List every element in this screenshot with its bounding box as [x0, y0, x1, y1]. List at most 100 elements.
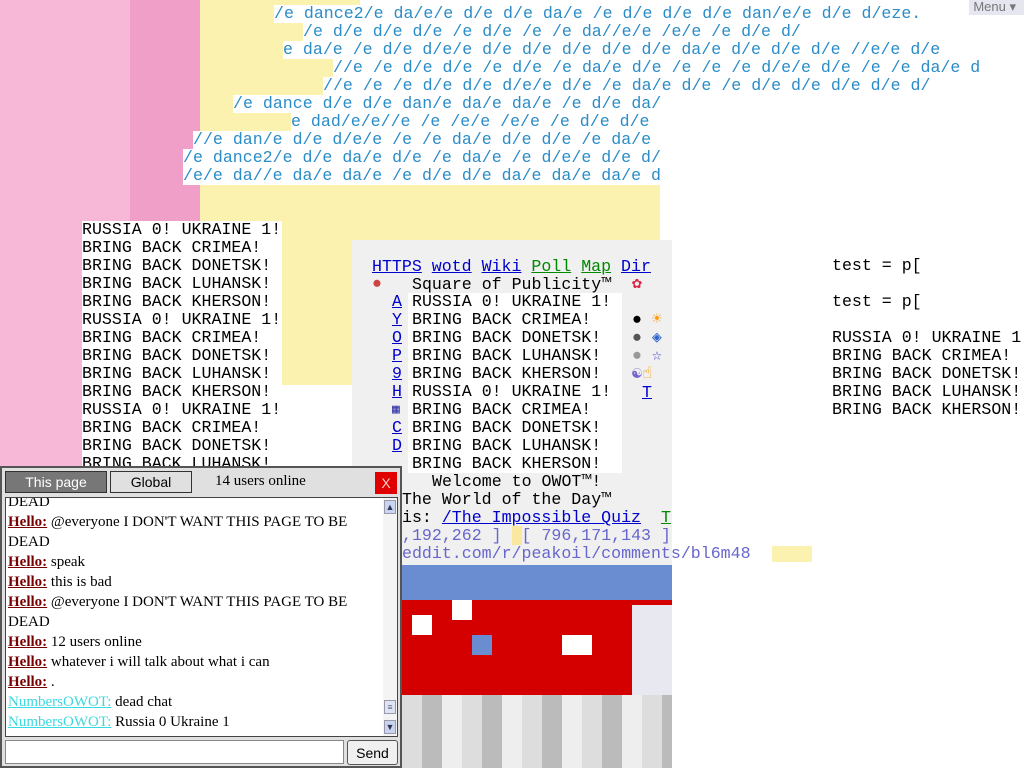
- pixelated-image: [402, 565, 672, 768]
- wotd-t-link[interactable]: T: [660, 508, 671, 527]
- chat-username[interactable]: Hello:: [8, 654, 48, 670]
- ornament-icon[interactable]: ✿: [632, 274, 642, 293]
- square-box: [408, 293, 622, 473]
- square-letter-link[interactable]: C: [392, 418, 402, 437]
- text-line: /e dance2/e d/e da/e d/e /e da/e /e d/e/…: [183, 148, 661, 167]
- text-line: BRING BACK LUHANSK!: [82, 274, 272, 293]
- chat-username[interactable]: Hello:: [8, 594, 48, 610]
- square-letter-link[interactable]: D: [392, 436, 402, 455]
- chat-text: .: [50, 674, 55, 690]
- text-line: //e /e /e d/e d/e d/e/e d/e /e da/e d/e …: [323, 76, 931, 95]
- nav-link-poll[interactable]: Poll: [531, 257, 572, 276]
- text-line: BRING BACK LUHANSK!: [82, 364, 272, 383]
- square-line: BRING BACK KHERSON!: [412, 364, 602, 383]
- wotd-prefix: is:: [402, 508, 442, 527]
- text-line: e da/e /e d/e d/e/e d/e d/e d/e d/e d/e …: [283, 40, 941, 59]
- text-line: BRING BACK CRIMEA!: [82, 418, 262, 437]
- nav-link-map[interactable]: Map: [581, 257, 612, 276]
- chat-username[interactable]: Hello:: [8, 554, 48, 570]
- close-button[interactable]: X: [375, 472, 397, 494]
- chat-text: DEAD: [8, 497, 50, 510]
- text-line: /e dance2/e da/e/e d/e d/e da/e /e d/e d…: [274, 4, 922, 23]
- chat-scrollbar[interactable]: ▲ ≡ ▼: [383, 498, 397, 736]
- nav-link-https[interactable]: HTTPS: [372, 257, 422, 276]
- square-letter-link[interactable]: H: [392, 382, 402, 401]
- yin-yang-icon[interactable]: ☯☝: [632, 364, 652, 383]
- text-line: //e /e d/e d/e /e d/e /e da/e d/e /e /e …: [333, 58, 981, 77]
- scroll-down-icon[interactable]: ▼: [384, 720, 396, 734]
- reddit-link[interactable]: eddit.com/r/peakoil/comments/bl6m48: [402, 544, 751, 563]
- calendar-icon[interactable]: ▦: [392, 402, 400, 417]
- square-line: RUSSIA 0! UKRAINE 1!: [412, 382, 612, 401]
- text-line: /e dance d/e d/e dan/e da/e da/e /e d/e …: [233, 94, 662, 113]
- chat-message: NumbersOWOT: dead chat: [8, 692, 378, 712]
- chat-text: speak: [50, 554, 86, 570]
- scroll-thumb[interactable]: ≡: [384, 700, 396, 714]
- tab-this-page[interactable]: This page: [5, 471, 107, 493]
- square-letter-link[interactable]: A: [392, 292, 402, 311]
- background-art-yellow2: [360, 185, 660, 240]
- chat-username[interactable]: Hello:: [8, 514, 48, 530]
- wotd-link[interactable]: /The_Impossible_Quiz: [441, 508, 642, 527]
- chat-message: Hello: this is bad: [8, 572, 378, 592]
- chat-message: Hello: 12 users online: [8, 632, 378, 652]
- chat-messages[interactable]: DEAD Hello: @everyone I DON'T WANT THIS P…: [5, 497, 398, 737]
- text-line: /e d/e d/e d/e /e d/e /e /e da//e/e /e/e…: [303, 22, 801, 41]
- side-t-link[interactable]: T: [642, 383, 652, 402]
- nav-link-wiki[interactable]: Wiki: [481, 257, 522, 276]
- chat-text: @everyone I DON'T WANT THIS PAGE TO BE D…: [8, 514, 348, 550]
- square-line: BRING BACK DONETSK!: [412, 418, 602, 437]
- text-line: BRING BACK CRIMEA!: [832, 346, 1012, 365]
- chat-username[interactable]: Hello:: [8, 574, 48, 590]
- chat-message: DEAD: [8, 497, 378, 512]
- square-line: BRING BACK LUHANSK!: [412, 346, 602, 365]
- text-line: BRING BACK DONETSK!: [82, 346, 272, 365]
- text-line: BRING BACK DONETSK!: [832, 364, 1022, 383]
- square-line: RUSSIA 0! UKRAINE 1!: [412, 292, 612, 311]
- chat-message: Hello: @everyone I DON'T WANT THIS PAGE …: [8, 512, 378, 552]
- chat-username[interactable]: NumbersOWOT:: [8, 714, 112, 730]
- square-line: BRING BACK CRIMEA!: [412, 310, 592, 329]
- chat-message: Hello: @everyone I DON'T WANT THIS PAGE …: [8, 592, 378, 632]
- chat-input[interactable]: [5, 740, 344, 764]
- chat-username[interactable]: Hello:: [8, 634, 48, 650]
- welcome-text: Welcome to OWOT™!: [432, 472, 602, 491]
- square-title: Square of Publicity™: [412, 275, 612, 294]
- chat-text: 12 users online: [50, 634, 142, 650]
- dot-icon[interactable]: ● ◈: [632, 328, 662, 347]
- tab-global[interactable]: Global: [110, 471, 192, 493]
- chat-text: Russia 0 Ukraine 1: [115, 714, 230, 730]
- square-line: BRING BACK DONETSK!: [412, 328, 602, 347]
- chat-text: dead chat: [115, 694, 173, 710]
- square-letter-link[interactable]: P: [392, 346, 402, 365]
- nav-links: HTTPS wotd Wiki Poll Map Dir: [372, 240, 651, 276]
- menu-button[interactable]: Menu ▾: [969, 0, 1024, 15]
- users-online: 14 users online: [215, 473, 306, 489]
- send-button[interactable]: Send: [347, 740, 398, 765]
- text-line: RUSSIA 0! UKRAINE 1!: [82, 310, 282, 329]
- nav-link-dir[interactable]: Dir: [621, 257, 651, 276]
- wotd-text: The World of the Day™: [402, 490, 612, 509]
- ornament-icon[interactable]: ●: [372, 274, 382, 293]
- scroll-up-icon[interactable]: ▲: [384, 500, 396, 514]
- chat-window: This page Global 14 users online X DEAD H…: [0, 466, 402, 768]
- dot-icon[interactable]: ● ☆: [632, 346, 662, 365]
- coords-text: ,192,262 ] [ 796,171,143 ]: [402, 526, 671, 545]
- wotd-line: is: /The_Impossible_Quiz T: [402, 509, 671, 527]
- square-letter-link[interactable]: Y: [392, 310, 402, 329]
- nav-link-wotd[interactable]: wotd: [431, 257, 472, 276]
- square-line: BRING BACK LUHANSK!: [412, 436, 602, 455]
- chat-text: whatever i will talk about what i can: [50, 654, 270, 670]
- text-line: BRING BACK CRIMEA!: [82, 328, 262, 347]
- chat-message: NumbersOWOT: Russia 0 Ukraine 1: [8, 712, 378, 732]
- square-letter-link[interactable]: O: [392, 328, 402, 347]
- dot-icon[interactable]: ● ☀: [632, 310, 662, 329]
- left-text-column: RUSSIA 0! UKRAINE 1! BRING BACK CRIMEA! BR…: [82, 221, 282, 473]
- chat-username[interactable]: NumbersOWOT:: [8, 694, 112, 710]
- background-art-white: [280, 385, 360, 470]
- chat-username[interactable]: Hello:: [8, 674, 48, 690]
- text-line: RUSSIA 0! UKRAINE 1!: [82, 220, 282, 239]
- square-letter-link[interactable]: 9: [392, 364, 402, 383]
- chat-message: Hello: whatever i will talk about what i…: [8, 652, 378, 672]
- text-line: BRING BACK CRIMEA!: [82, 238, 262, 257]
